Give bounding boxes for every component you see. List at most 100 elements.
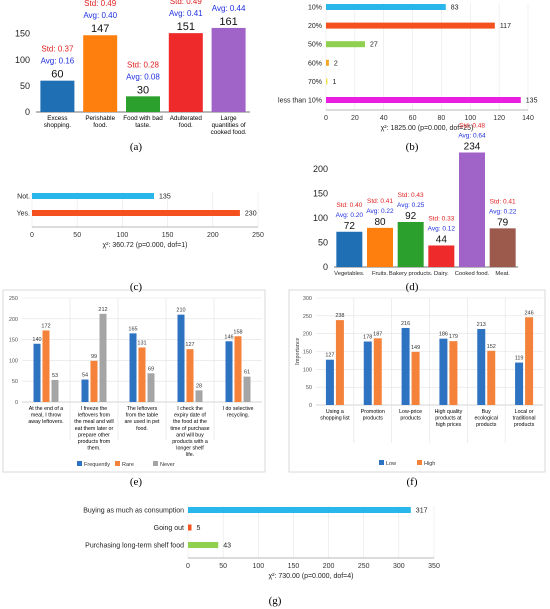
x-tick-label: 50 [73, 232, 81, 239]
y-tick-label: 0 [15, 400, 18, 406]
data-label: 152 [487, 344, 496, 350]
data-label: 149 [411, 345, 420, 351]
data-label: 165 [128, 326, 137, 332]
chart-a: 0 50 100 150 60 Std: 0.37 Avg: 0.16 Excess shopp… [15, 0, 250, 136]
bar [225, 341, 233, 402]
legend-swatch [153, 461, 158, 466]
bar [335, 320, 344, 405]
bar [487, 350, 496, 405]
bar [32, 210, 240, 216]
std-label: Std: 0.48 [459, 122, 485, 129]
x-tick-label: 120 [493, 115, 505, 122]
std-label: Std: 0.49 [170, 0, 203, 6]
avg-label: Avg: 0.40 [83, 11, 117, 20]
data-label: 234 [464, 141, 481, 152]
bar [138, 347, 146, 402]
panel-label-d: (d) [406, 281, 419, 293]
y-tick-label: 150 [313, 189, 328, 199]
bar [326, 59, 329, 66]
bar [129, 333, 137, 402]
data-label: 135 [526, 98, 538, 105]
avg-label: Avg: 0.16 [41, 57, 75, 66]
y-axis-title: Importance [295, 338, 301, 366]
category-label: Buying as much as consumption [83, 508, 184, 515]
data-label: 53 [52, 373, 58, 379]
data-label: 210 [176, 308, 185, 314]
bar [147, 373, 155, 402]
x-tick-label: Excess shopping. [44, 115, 72, 129]
bar [401, 327, 410, 405]
y-tick-label: 50 [12, 379, 18, 385]
data-label: 83 [451, 5, 459, 12]
bar [32, 193, 155, 199]
category-label: Going out [154, 525, 184, 532]
bar [515, 362, 524, 405]
bar [326, 78, 328, 85]
bar [81, 379, 89, 402]
y-tick-label: 200 [303, 332, 312, 338]
x-tick-label: 250 [358, 563, 370, 570]
x-tick-label: Local or traditional products [513, 409, 536, 428]
std-label: Std: 0.28 [127, 60, 160, 69]
bar [188, 507, 411, 513]
x-tick-label: 100 [464, 115, 476, 122]
data-label: 246 [524, 310, 533, 316]
x-tick-label: The leftovers from the table are used in p… [124, 406, 160, 432]
data-label: 147 [91, 23, 109, 35]
bar [326, 41, 365, 48]
legend-swatch [115, 461, 120, 466]
y-tick-label: 150 [15, 29, 30, 39]
bar [449, 341, 458, 405]
y-tick-label: 100 [15, 55, 30, 65]
y-tick-label: 150 [303, 350, 312, 356]
x-tick-label: 0 [30, 232, 34, 239]
x-tick-label: Low-price products [399, 409, 422, 422]
avg-label: Avg: 0.12 [428, 225, 456, 232]
x-tick-label: Vegetables. [334, 271, 365, 277]
legend-swatch [379, 460, 384, 465]
x-tick-label: Fruits. [372, 271, 388, 277]
data-label: 5 [197, 525, 201, 532]
std-label: Std: 0.41 [367, 198, 393, 205]
legend-swatch [77, 461, 82, 466]
legend-label: Never [160, 462, 175, 468]
bar [326, 22, 495, 29]
legend-label: Low [386, 461, 396, 467]
y-tick-label: 50 [20, 81, 30, 91]
bar [363, 341, 372, 405]
y-tick-label: 200 [313, 164, 328, 174]
panel-label-c: (c) [130, 281, 143, 293]
bar [439, 338, 448, 405]
x-tick-label: I check the expiry date of the food at the… [170, 406, 209, 458]
bar [243, 376, 251, 402]
bar [188, 542, 219, 548]
data-label: 135 [159, 194, 171, 201]
y-tick-label: 250 [9, 296, 18, 302]
avg-label: Avg: 0.20 [336, 212, 364, 219]
x-tick-label: 40 [380, 115, 388, 122]
chart-e: 0 50 100 150 200 250 140 172 53 At the end of a me… [2, 289, 266, 473]
data-label: 317 [416, 508, 428, 515]
category-label: less than 10% [278, 98, 322, 105]
x-tick-label: 150 [288, 563, 300, 570]
x-tick-label: 60 [409, 115, 417, 122]
x-tick-label: 350 [428, 563, 440, 570]
chart-f: 0 50 100 150 200 250 300 127 238 Using a shopping … [288, 289, 546, 473]
bar [195, 390, 203, 402]
x-tick-label: 20 [351, 115, 359, 122]
category-label: 60% [308, 60, 322, 67]
avg-label: Avg: 0.44 [212, 4, 246, 13]
data-label: 79 [497, 217, 509, 228]
bar [186, 349, 194, 402]
y-tick-label: 200 [9, 317, 18, 323]
category-label: 10% [308, 5, 322, 12]
category-label: Purchasing long-term shelf food [85, 543, 184, 550]
data-label: 69 [148, 366, 154, 372]
panel-label-b: (b) [406, 141, 419, 153]
category-label: Not. [17, 194, 30, 201]
bar [373, 338, 382, 405]
category-label: 70% [308, 79, 322, 86]
x-tick-label: Cooked food. [455, 271, 490, 277]
chart-d: 0 50 100 150 200 72 Std: 0.40 Avg: 0.20 Vegetabl… [313, 122, 518, 277]
std-label: Std: 0.41 [490, 198, 516, 205]
